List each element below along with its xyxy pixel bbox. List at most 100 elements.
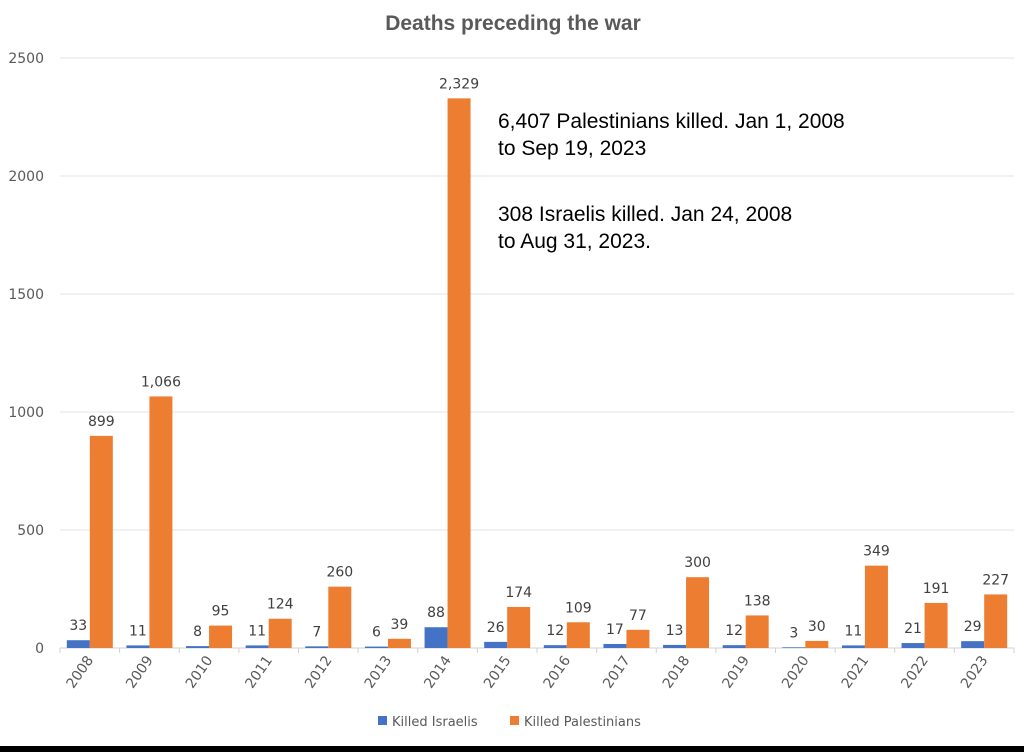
bar-palestinians-2017 bbox=[626, 629, 650, 648]
x-tick-label: 2011 bbox=[242, 653, 276, 691]
bar-palestinians-2010 bbox=[209, 625, 233, 648]
x-tick-label: 2017 bbox=[600, 653, 634, 691]
bar-palestinians-2008 bbox=[89, 435, 113, 648]
bar-palestinians-2012 bbox=[328, 586, 352, 648]
bar-palestinians-2016 bbox=[566, 622, 590, 648]
data-label: 174 bbox=[505, 585, 532, 601]
data-label: 1,066 bbox=[141, 374, 181, 390]
bar-israelis-2023 bbox=[961, 641, 985, 648]
x-tick-label: 2015 bbox=[481, 653, 515, 691]
data-label: 191 bbox=[923, 581, 950, 597]
legend-label: Killed Palestinians bbox=[524, 715, 641, 730]
data-label: 11 bbox=[129, 623, 147, 639]
bar-israelis-2016 bbox=[543, 645, 567, 648]
x-tick-label: 2009 bbox=[123, 653, 157, 691]
data-label: 21 bbox=[904, 621, 922, 637]
bar-israelis-2015 bbox=[484, 641, 508, 648]
bar-israelis-2010 bbox=[186, 646, 210, 648]
bar-israelis-2021 bbox=[841, 645, 865, 648]
data-label: 26 bbox=[487, 620, 505, 636]
data-label: 300 bbox=[684, 555, 711, 571]
bar-israelis-2022 bbox=[901, 643, 925, 648]
bar-palestinians-2011 bbox=[268, 618, 292, 648]
y-axis: 0 500 1000 1500 2000 2500 bbox=[8, 51, 44, 657]
data-label: 30 bbox=[808, 619, 826, 635]
bar-palestinians-2019 bbox=[745, 615, 769, 648]
data-label: 88 bbox=[427, 605, 445, 621]
data-label: 29 bbox=[964, 619, 982, 635]
data-label: 39 bbox=[391, 617, 409, 633]
legend: Killed Israelis Killed Palestinians bbox=[378, 715, 641, 730]
data-label: 95 bbox=[212, 604, 230, 620]
bar-israelis-2008 bbox=[66, 640, 90, 648]
x-tick-label: 2010 bbox=[183, 653, 217, 691]
bar-palestinians-2009 bbox=[149, 396, 173, 648]
bar-israelis-2009 bbox=[126, 645, 150, 648]
x-tick-label: 2018 bbox=[660, 653, 694, 691]
data-label: 3 bbox=[789, 625, 798, 641]
annotation-text: to Aug 31, 2023. bbox=[498, 230, 651, 253]
data-label: 138 bbox=[744, 593, 771, 609]
data-label: 13 bbox=[666, 623, 684, 639]
y-tick-label: 500 bbox=[17, 523, 44, 539]
bar-palestinians-2022 bbox=[924, 602, 948, 648]
bar-israelis-2020 bbox=[782, 647, 806, 648]
data-label: 2,329 bbox=[439, 76, 479, 92]
data-label: 12 bbox=[725, 623, 743, 639]
bar-palestinians-2015 bbox=[507, 606, 531, 648]
y-tick-label: 1000 bbox=[8, 405, 44, 421]
data-label: 260 bbox=[326, 565, 353, 581]
data-label: 124 bbox=[267, 597, 294, 613]
data-label: 899 bbox=[88, 414, 115, 430]
data-label: 11 bbox=[845, 623, 863, 639]
y-tick-label: 2000 bbox=[8, 169, 44, 185]
x-tick-label: 2012 bbox=[302, 653, 336, 691]
data-label: 17 bbox=[606, 622, 624, 638]
y-tick-label: 2500 bbox=[8, 51, 44, 67]
data-label: 109 bbox=[565, 600, 592, 616]
data-label: 227 bbox=[982, 572, 1009, 588]
y-tick-label: 1500 bbox=[8, 287, 44, 303]
annotations: 6,407 Palestinians killed. Jan 1, 2008 to… bbox=[498, 110, 845, 253]
bottom-border bbox=[0, 746, 1024, 752]
data-label: 6 bbox=[372, 625, 381, 641]
x-tick-label: 2014 bbox=[421, 653, 455, 691]
data-label: 8 bbox=[193, 624, 202, 640]
bar-israelis-2011 bbox=[245, 645, 269, 648]
data-label: 11 bbox=[248, 623, 266, 639]
data-label: 33 bbox=[69, 618, 87, 634]
x-tick-label: 2019 bbox=[719, 653, 753, 691]
bar-israelis-2012 bbox=[305, 646, 329, 648]
x-tick-label: 2016 bbox=[541, 653, 575, 691]
bar-palestinians-2014 bbox=[447, 98, 471, 648]
bar-palestinians-2020 bbox=[805, 640, 829, 648]
x-tick-label: 2008 bbox=[64, 653, 98, 691]
bar-palestinians-2013 bbox=[387, 638, 411, 648]
x-tick-label: 2013 bbox=[362, 653, 396, 691]
x-tick-label: 2020 bbox=[779, 653, 813, 691]
x-tick-label: 2021 bbox=[839, 653, 873, 691]
bar-israelis-2018 bbox=[663, 644, 687, 648]
legend-label: Killed Israelis bbox=[392, 715, 478, 730]
bar-israelis-2014 bbox=[424, 627, 448, 648]
bar-israelis-2017 bbox=[603, 643, 627, 648]
y-tick-label: 0 bbox=[35, 641, 44, 657]
x-tick-label: 2022 bbox=[898, 653, 932, 691]
x-tick-label: 2023 bbox=[958, 653, 992, 691]
bar-israelis-2019 bbox=[722, 645, 746, 648]
data-label: 7 bbox=[312, 624, 321, 640]
data-label: 12 bbox=[546, 623, 564, 639]
chart-title: Deaths preceding the war bbox=[385, 12, 641, 35]
annotation-text: 308 Israelis killed. Jan 24, 2008 bbox=[498, 203, 792, 226]
data-label: 349 bbox=[863, 544, 890, 560]
x-axis: 2008 2009 2010 2011 2012 2013 2014 2015 2016 2017… bbox=[59, 648, 1015, 691]
annotation-text: to Sep 19, 2023 bbox=[498, 137, 646, 160]
annotation-text: 6,407 Palestinians killed. Jan 1, 2008 bbox=[498, 110, 845, 133]
data-label: 77 bbox=[629, 608, 647, 624]
legend-swatch bbox=[378, 716, 387, 725]
bar-israelis-2013 bbox=[364, 646, 388, 648]
bar-palestinians-2021 bbox=[864, 565, 888, 648]
bar-palestinians-2018 bbox=[686, 577, 710, 648]
